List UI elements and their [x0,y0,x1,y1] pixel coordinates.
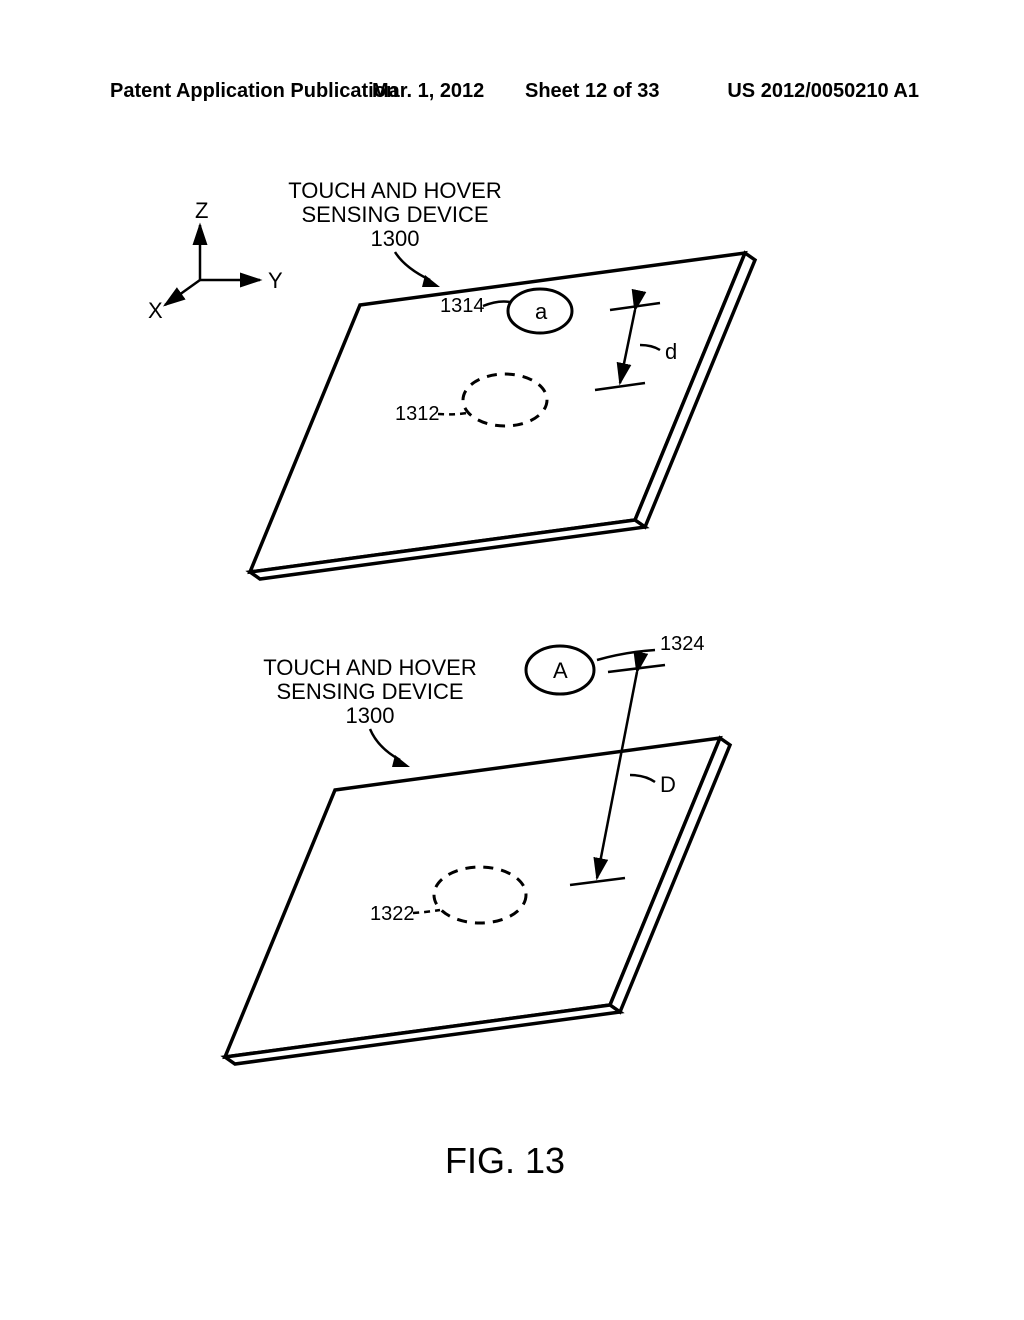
axis-z-label: Z [195,198,208,223]
top-hover-ref: 1314 [440,295,485,317]
figure-caption: FIG. 13 [445,1140,565,1182]
top-distance-letter: d [665,339,677,364]
bottom-hover-ref: 1324 [660,633,705,655]
top-device-group: TOUCH AND HOVER SENSING DEVICE 1300 a 13… [250,178,755,579]
coordinate-axes: Z Y X [148,198,283,323]
axis-x-label: X [148,298,163,323]
bottom-device-title-2: SENSING DEVICE [276,679,463,704]
bottom-device-title-1: TOUCH AND HOVER [263,655,477,680]
bottom-projection-ref: 1322 [370,903,415,925]
axis-y-label: Y [268,268,283,293]
bottom-distance-letter: D [660,772,676,797]
bottom-hover-letter: A [553,658,568,683]
top-projection-ref: 1312 [395,403,440,425]
top-device-title-2: SENSING DEVICE [301,202,488,227]
bottom-device-group: TOUCH AND HOVER SENSING DEVICE 1300 A 13… [225,633,730,1064]
bottom-device-ref: 1300 [346,703,395,728]
top-hover-letter: a [535,299,548,324]
top-device-ref: 1300 [371,226,420,251]
diagram-svg: Z Y X TOUCH AND HOVER SENSING DEVICE 130… [0,0,1024,1320]
top-device-title-1: TOUCH AND HOVER [288,178,502,203]
